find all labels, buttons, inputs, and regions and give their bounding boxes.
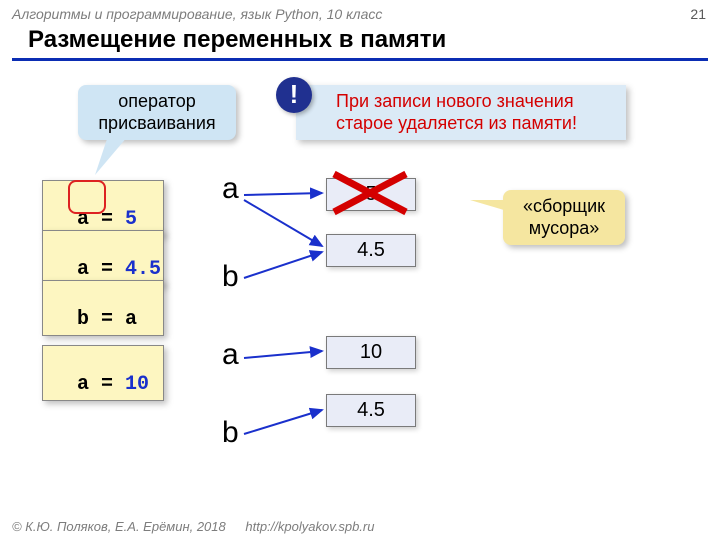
code-rhs: 10 xyxy=(125,373,149,396)
code-op: = xyxy=(89,208,125,231)
code-op: = xyxy=(89,258,125,281)
gc-line1: «сборщик xyxy=(523,196,605,216)
var-a-1: a xyxy=(222,172,239,206)
val-10: 10 xyxy=(326,336,416,369)
footer-copyright: © К.Ю. Поляков, Е.А. Ерёмин, 2018 xyxy=(12,519,226,534)
code-lhs: b xyxy=(77,308,89,331)
callout-assignment: оператор присваивания xyxy=(78,85,236,140)
page-title: Размещение переменных в памяти xyxy=(0,24,720,58)
code-line-4: a = 10 xyxy=(42,345,164,401)
val-4_5-bottom: 4.5 xyxy=(326,394,416,427)
val-4_5-top: 4.5 xyxy=(326,234,416,267)
code-rhs: 4.5 xyxy=(125,258,161,281)
code-line-1: a = 5 xyxy=(42,180,164,236)
footer: © К.Ю. Поляков, Е.А. Ерёмин, 2018 http:/… xyxy=(12,519,374,534)
callout-line1: оператор xyxy=(118,91,195,111)
title-underline xyxy=(12,58,708,61)
code-op: = xyxy=(89,373,125,396)
callout-gc: «сборщик мусора» xyxy=(503,190,625,245)
code-rhs-var: a xyxy=(125,308,137,331)
var-a-2: a xyxy=(222,338,239,372)
warning-line1: При записи нового значения xyxy=(336,91,574,111)
callout-line2: присваивания xyxy=(98,113,215,133)
code-op: = xyxy=(89,308,125,331)
code-line-2: a = 4.5 xyxy=(42,230,164,286)
warning-line2: старое удаляется из памяти! xyxy=(336,113,577,133)
bang-icon: ! xyxy=(276,77,312,113)
footer-link: http://kpolyakov.spb.ru xyxy=(245,519,374,534)
val-5: 5 xyxy=(326,178,416,211)
var-b-2: b xyxy=(222,416,239,450)
code-rhs: 5 xyxy=(125,208,137,231)
page-number: 21 xyxy=(690,6,706,22)
warning-box: При записи нового значения старое удаляе… xyxy=(296,85,626,140)
code-lhs: a xyxy=(77,208,89,231)
code-lhs: a xyxy=(77,373,89,396)
course-name: Алгоритмы и программирование, язык Pytho… xyxy=(0,0,720,24)
gc-line2: мусора» xyxy=(529,218,600,238)
var-b-1: b xyxy=(222,260,239,294)
code-lhs: a xyxy=(77,258,89,281)
code-line-3: b = a xyxy=(42,280,164,336)
